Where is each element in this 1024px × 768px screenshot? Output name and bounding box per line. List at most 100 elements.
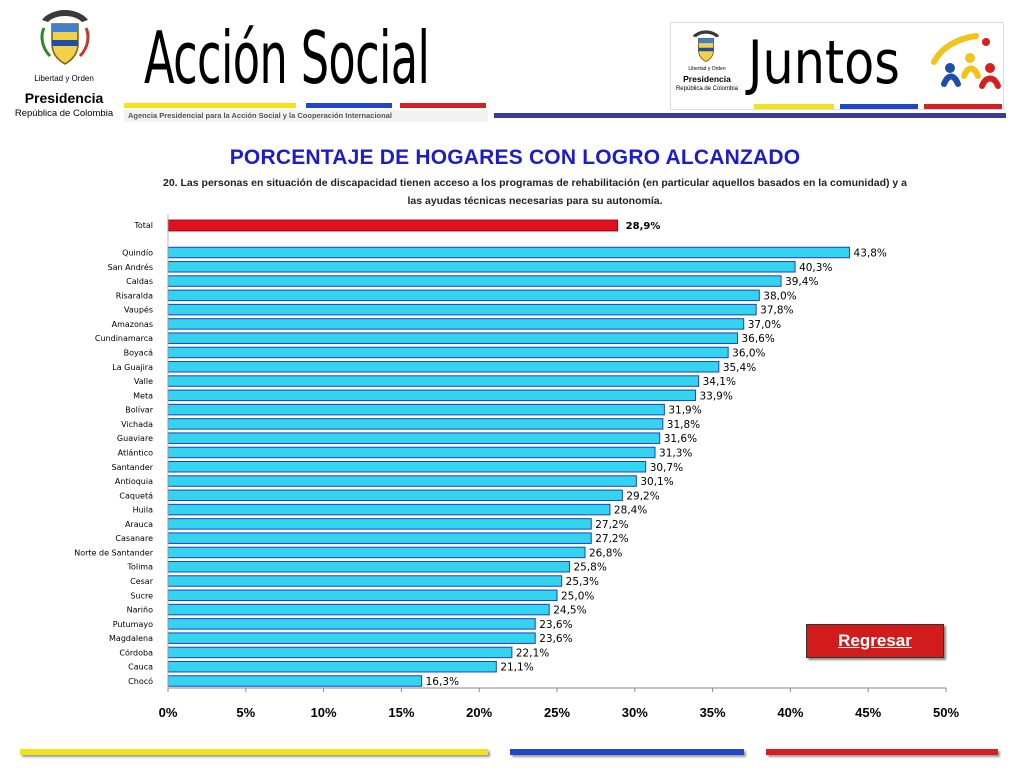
value-label: 22,1% [516, 647, 549, 659]
juntos-wordmark: Juntos [748, 28, 900, 98]
juntos-subtitle: República de Colombia [675, 86, 739, 92]
bar [167, 646, 513, 659]
value-label: 27,2% [595, 533, 628, 545]
category-label: Amazonas [112, 320, 153, 329]
bar [167, 503, 611, 516]
value-label: 30,1% [640, 476, 673, 488]
value-label: 31,9% [668, 405, 701, 417]
value-label: 25,0% [561, 590, 594, 602]
chart-subtitle: 20. Las personas en situación de discapa… [163, 177, 907, 207]
brand-stripe-blue [306, 103, 392, 108]
category-label: Santander [112, 463, 154, 472]
bar [167, 575, 563, 587]
value-label: 31,6% [664, 433, 697, 445]
brand-stripe-yellow [124, 103, 296, 108]
bar [167, 403, 665, 416]
category-label: Meta [133, 391, 153, 400]
x-tick-label: 40% [777, 705, 803, 720]
bar [167, 632, 536, 644]
juntos-presidencia: Presidencia [683, 74, 731, 84]
brand-name: Acción Social [144, 16, 430, 100]
juntos-stripe-red [924, 104, 1002, 109]
bar [167, 560, 570, 573]
category-label: Guaviare [117, 434, 153, 443]
category-label: Casanare [115, 534, 153, 543]
category-label: Córdoba [119, 647, 153, 657]
category-label: Caldas [126, 277, 153, 286]
bar [167, 346, 729, 359]
bar [167, 589, 558, 602]
bar [167, 375, 700, 387]
value-label: 16,3% [426, 676, 459, 688]
category-label: Vichada [121, 420, 153, 429]
x-tick-label: 30% [622, 705, 648, 720]
bar [167, 303, 757, 316]
category-label: Tolima [126, 563, 153, 572]
category-label: Putumayo [113, 620, 153, 629]
footer-stripe-blue [510, 749, 744, 755]
value-label: 33,9% [699, 390, 732, 402]
value-label: 31,8% [667, 419, 700, 431]
value-label: 21,1% [500, 662, 533, 674]
value-label: 23,6% [539, 619, 572, 631]
bar [167, 261, 796, 273]
presidencia-subtitle: República de Colombia [14, 108, 114, 119]
juntos-people-icon [931, 33, 1001, 89]
x-tick-label: 5% [236, 705, 255, 720]
category-label: Valle [134, 377, 153, 386]
colombia-crest-small-icon [692, 30, 720, 63]
value-label: 26,8% [589, 547, 622, 559]
category-label: Caquetá [119, 491, 153, 500]
category-label: Huila [133, 506, 154, 515]
total-bar [167, 219, 619, 232]
category-label: Bolívar [125, 406, 153, 415]
value-label: 24,5% [553, 605, 586, 617]
value-label: 23,6% [539, 633, 572, 645]
bar [167, 289, 760, 302]
presidencia-motto: Libertad y Orden [34, 74, 94, 83]
category-label: Arauca [125, 520, 153, 529]
category-label: Nariño [127, 606, 153, 615]
category-label: La Guajira [112, 363, 153, 372]
value-label: 30,7% [650, 462, 683, 474]
category-label: Boyacá [124, 348, 153, 357]
category-label: Antioquia [115, 477, 153, 486]
x-tick-label: 25% [544, 705, 570, 720]
value-label: 43,8% [854, 248, 887, 260]
bar [167, 489, 623, 502]
value-label: 40,3% [799, 262, 832, 274]
colombia-crest-icon [40, 10, 90, 65]
value-label: 37,0% [748, 319, 781, 331]
bar [167, 675, 423, 687]
total-value-label: 28,9% [626, 221, 661, 232]
bar [167, 389, 696, 402]
bar [167, 461, 647, 473]
x-tick-label: 20% [466, 705, 492, 720]
category-label: San Andrés [108, 262, 153, 272]
x-tick-label: 0% [159, 705, 178, 720]
value-label: 37,8% [760, 305, 793, 317]
bar [167, 618, 536, 630]
value-label: 25,8% [573, 562, 606, 574]
value-label: 27,2% [595, 519, 628, 531]
juntos-stripe-blue [840, 104, 918, 109]
bar [167, 275, 782, 287]
category-label: Sucre [130, 591, 153, 600]
category-label: Cesar [130, 577, 154, 586]
value-label: 29,2% [626, 490, 659, 502]
bar [167, 332, 738, 344]
category-label: Norte de Santander [74, 548, 153, 557]
value-label: 34,1% [703, 376, 736, 388]
value-label: 28,4% [614, 505, 647, 517]
value-label: 36,0% [732, 347, 765, 359]
juntos-stripe-yellow [754, 104, 834, 109]
brand-tagline: Agencia Presidencial para la Acción Soci… [124, 110, 488, 122]
category-label: Atlántico [118, 448, 153, 457]
presidencia-title: Presidencia [24, 90, 104, 106]
category-label: Cundinamarca [95, 334, 153, 343]
bar [167, 246, 851, 259]
bar [167, 546, 586, 559]
bar [167, 518, 592, 530]
regresar-button[interactable]: Regresar [806, 624, 944, 658]
